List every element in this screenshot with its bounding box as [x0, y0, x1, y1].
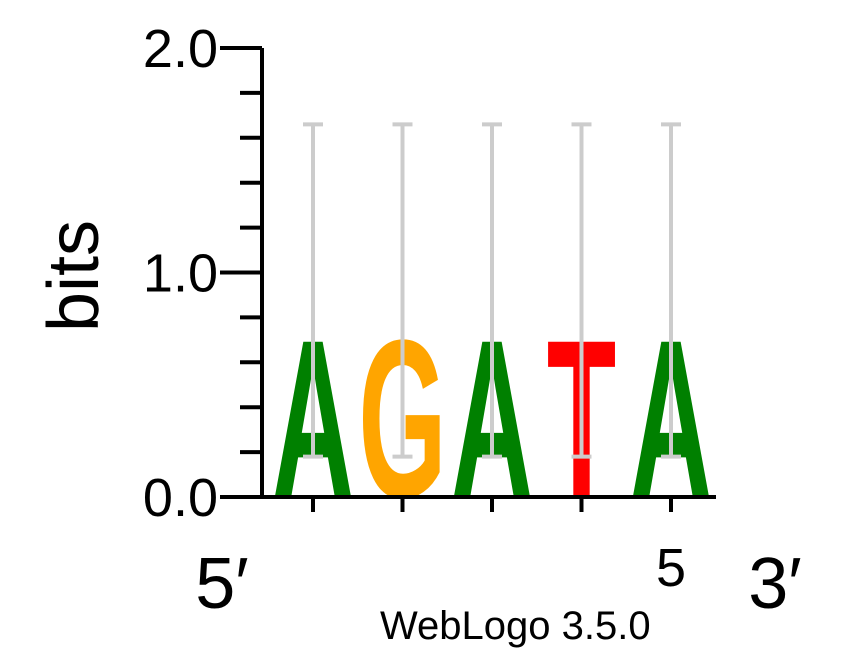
y-tick-label: 2.0 [143, 19, 218, 79]
y-axis-title: bits [34, 220, 114, 332]
y-tick-label: 0.0 [143, 468, 218, 528]
axis-labels: 0.0 1.0 2.0 5 5′ 3′ bits [34, 19, 802, 624]
x-tick-label: 5 [656, 538, 686, 598]
three-prime-label: 3′ [748, 544, 802, 624]
y-tick-label: 1.0 [143, 244, 218, 304]
axes [220, 46, 716, 512]
footer-credit: WebLogo 3.5.0 [380, 604, 651, 648]
error-bars [303, 122, 681, 459]
five-prime-label: 5′ [195, 544, 249, 624]
